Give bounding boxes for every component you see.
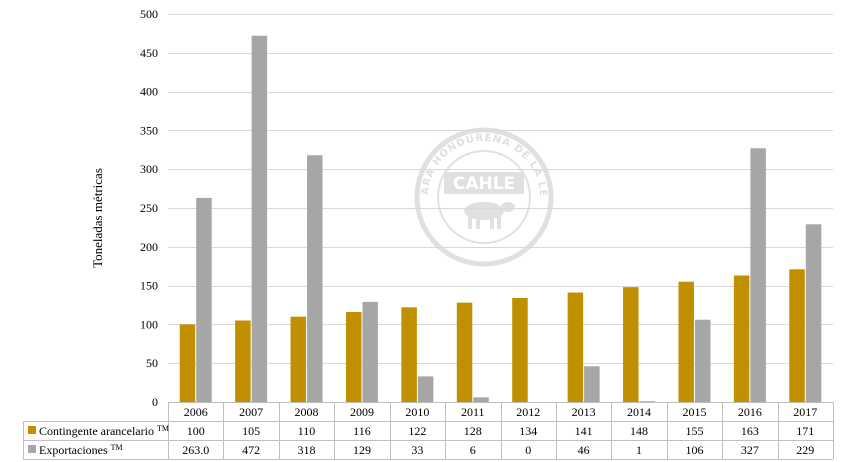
x-tick-label: 2014 — [627, 405, 651, 419]
bar-exportaciones-2016 — [750, 148, 766, 402]
data-label: 318 — [298, 443, 316, 457]
x-tick-label: 2007 — [239, 405, 263, 419]
bar-contingente-2013 — [567, 292, 584, 402]
data-label: 141 — [575, 424, 593, 438]
x-tick-label: 2013 — [572, 405, 596, 419]
bar-exportaciones-2015 — [694, 319, 711, 402]
data-label: 128 — [464, 424, 482, 438]
data-label: 46 — [578, 443, 590, 457]
bar-contingente-2010 — [401, 307, 417, 402]
data-label: 171 — [796, 424, 814, 438]
data-label: 229 — [796, 443, 814, 457]
y-tick-label: 500 — [140, 7, 158, 21]
data-label: 110 — [298, 424, 316, 438]
data-label: 327 — [741, 443, 759, 457]
data-label: 105 — [242, 424, 260, 438]
bar-contingente-2007 — [235, 320, 251, 402]
x-tick-label: 2016 — [738, 405, 762, 419]
y-tick-label: 400 — [140, 85, 158, 99]
y-tick-label: 50 — [146, 356, 158, 370]
data-label: 6 — [470, 443, 476, 457]
y-tick-label: 250 — [140, 201, 158, 215]
cow-icon — [464, 202, 515, 229]
y-tick-label: 150 — [140, 279, 158, 293]
bar-contingente-2017 — [789, 269, 805, 402]
bar-exportaciones-2008 — [307, 155, 323, 402]
bar-contingente-2012 — [512, 298, 528, 402]
bar-contingente-2006 — [179, 324, 196, 402]
bar-contingente-2014 — [623, 287, 639, 402]
x-tick-label: 2008 — [295, 405, 319, 419]
gridlines — [168, 14, 833, 403]
data-label: 148 — [630, 424, 648, 438]
legend-label: Contingente arancelario TM — [39, 424, 169, 438]
y-tick-label: 450 — [140, 46, 158, 60]
bar-exportaciones-2007 — [251, 35, 268, 403]
y-axis-label: Toneladas métricas — [90, 168, 105, 268]
watermark-logo-box — [444, 172, 524, 194]
bar-exportaciones-2006 — [196, 197, 212, 402]
bar-contingente-2015 — [678, 281, 694, 402]
y-tick-label: 0 — [152, 395, 158, 409]
watermark-logo-text: CAHLE — [453, 174, 515, 194]
data-label: 0 — [525, 443, 531, 457]
bar-exportaciones-2009 — [362, 301, 378, 402]
bar-contingente-2011 — [456, 302, 473, 402]
bar-exportaciones-2017 — [805, 224, 822, 402]
data-label: 1 — [636, 443, 642, 457]
data-table: 2006 2007 2008 2009 2010 2011 2012 2013 2014 2015… — [23, 402, 834, 460]
bar-exportaciones-2011 — [473, 397, 489, 402]
data-label: 116 — [353, 424, 371, 438]
x-tick-label: 2006 — [184, 405, 208, 419]
bar-exportaciones-2013 — [584, 366, 600, 402]
data-label: 129 — [353, 443, 371, 457]
legend-swatch — [28, 445, 36, 453]
watermark-ring-text: CÁMARA HONDUREÑA DE LA LECHE — [0, 0, 548, 198]
y-tick-label: 200 — [140, 240, 158, 254]
x-tick-label: 2010 — [405, 405, 429, 419]
watermark: CÁMARA HONDUREÑA DE LA LECHECAHLE — [0, 0, 554, 267]
data-label: 263.0 — [182, 443, 209, 457]
x-tick-label: 2009 — [350, 405, 374, 419]
bar-exportaciones-2010 — [417, 376, 434, 402]
data-label: 106 — [685, 443, 703, 457]
y-tick-label: 350 — [140, 123, 158, 137]
bar-contingente-2009 — [345, 311, 362, 402]
y-axis-tick-labels: 0 50 100 150 200 250 300 350 400 450 500 — [140, 7, 158, 409]
legend-swatch — [28, 426, 36, 434]
bar-contingente-2016 — [733, 275, 750, 402]
legend-label: Exportaciones TM — [39, 443, 123, 457]
data-label: 472 — [242, 443, 260, 457]
y-tick-label: 300 — [140, 162, 158, 176]
bar-exportaciones-2014 — [639, 401, 656, 402]
x-tick-label: 2012 — [516, 405, 540, 419]
bar-contingente-2008 — [290, 316, 307, 402]
watermark-inner-ring — [437, 150, 531, 244]
y-tick-label: 100 — [140, 317, 158, 331]
bars — [179, 35, 822, 403]
x-tick-label: 2017 — [793, 405, 817, 419]
data-label: 100 — [187, 424, 205, 438]
x-tick-label: 2015 — [682, 405, 706, 419]
data-label: 134 — [519, 424, 537, 438]
data-label: 122 — [408, 424, 426, 438]
data-label: 33 — [411, 443, 423, 457]
data-label: 155 — [685, 424, 703, 438]
x-tick-label: 2011 — [461, 405, 485, 419]
data-label: 163 — [741, 424, 759, 438]
